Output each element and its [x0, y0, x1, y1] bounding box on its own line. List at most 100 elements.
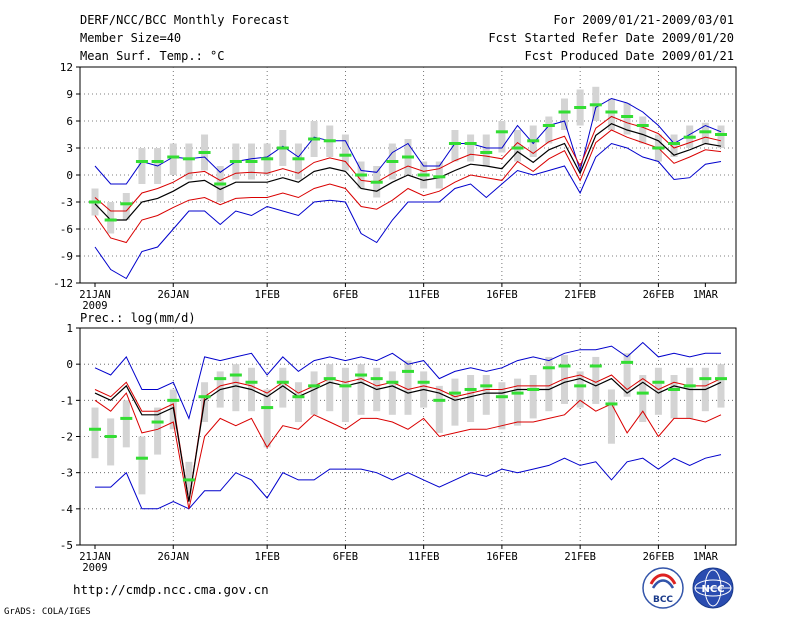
spread-box: [138, 148, 146, 184]
y-tick-label: -6: [60, 223, 73, 236]
median-marker: [715, 377, 727, 381]
spread-box: [185, 143, 193, 180]
median-marker: [386, 160, 399, 163]
median-marker: [292, 395, 305, 399]
median-marker: [605, 110, 618, 114]
median-marker: [167, 398, 180, 402]
ensemble-mean-line: [94, 377, 722, 502]
median-marker: [699, 130, 712, 134]
spread-box: [561, 355, 568, 404]
x-tick-label: 26FEB: [643, 551, 675, 563]
y-tick-label: -2: [60, 431, 73, 444]
median-marker: [214, 377, 227, 381]
y-tick-label: 6: [66, 115, 73, 128]
median-marker: [386, 380, 399, 384]
spread-box: [326, 364, 334, 412]
spread-box: [639, 116, 647, 144]
x-tick-label: 21FEB: [564, 289, 596, 301]
y-tick-label: -5: [60, 539, 73, 552]
median-marker: [417, 380, 430, 384]
y-tick-label: -4: [60, 503, 74, 516]
median-marker: [323, 377, 336, 381]
y-tick-label: 9: [66, 88, 73, 101]
median-marker: [402, 369, 414, 373]
median-marker: [511, 146, 524, 150]
spread-box: [435, 385, 443, 433]
median-marker: [527, 139, 540, 143]
spread-box: [670, 134, 678, 157]
median-marker: [715, 133, 727, 136]
spread-box: [341, 134, 349, 171]
x-tick-label: 26FEB: [643, 289, 675, 301]
grads-credit: GrADS: COLA/IGES: [4, 607, 91, 617]
median-marker: [120, 416, 133, 420]
median-marker: [683, 384, 696, 388]
median-marker: [198, 151, 211, 154]
bcc-logo-text: BCC: [653, 595, 673, 605]
spread-box: [561, 98, 568, 130]
median-marker: [558, 364, 571, 368]
x-tick-sublabel: 2009: [82, 300, 107, 312]
max-envelope-line: [94, 341, 721, 420]
median-marker: [214, 182, 227, 186]
x-tick-label: 11FEB: [408, 551, 440, 563]
median-marker: [151, 420, 164, 424]
x-tick-sublabel: 2009: [82, 562, 107, 574]
median-marker: [167, 155, 180, 159]
ncc-logo-text: NCC: [701, 584, 724, 595]
spread-box: [545, 116, 553, 144]
spread-box: [310, 371, 318, 415]
y-tick-label: 1: [66, 322, 73, 335]
spread-box: [357, 364, 365, 415]
spread-box: [717, 364, 725, 408]
median-marker: [558, 110, 571, 114]
median-marker: [495, 395, 508, 399]
median-marker: [135, 160, 148, 163]
spread-box: [263, 389, 271, 448]
median-marker: [229, 373, 242, 377]
y-tick-label: 0: [66, 358, 73, 371]
median-marker: [323, 139, 336, 143]
forecast-period: For 2009/01/21-2009/03/01: [553, 13, 734, 27]
median-marker: [104, 435, 117, 438]
spread-box: [592, 356, 600, 404]
ncc-logo: NCC: [692, 567, 734, 609]
x-tick-label: 21JAN: [79, 289, 111, 301]
x-tick-label: 1FEB: [255, 551, 280, 563]
precip-title: Prec.: log(mm/d): [80, 311, 196, 325]
source-url[interactable]: http://cmdp.ncc.cma.gov.cn: [73, 582, 269, 597]
spread-box: [670, 375, 678, 419]
spread-box: [529, 375, 537, 419]
x-tick-label: 6FEB: [333, 551, 358, 563]
spread-box: [654, 367, 662, 415]
upper-spread-line: [94, 115, 722, 212]
spread-box: [451, 130, 459, 162]
median-marker: [261, 157, 274, 161]
spread-box: [122, 193, 130, 220]
y-tick-label: -9: [60, 250, 73, 263]
spread-box: [107, 418, 115, 466]
median-marker: [151, 160, 164, 163]
spread-box: [451, 378, 459, 426]
spread-box: [169, 143, 177, 175]
spread-box: [623, 103, 631, 135]
spread-box: [404, 360, 412, 415]
median-marker: [370, 377, 383, 381]
spread-box: [294, 382, 302, 423]
x-tick-label: 6FEB: [333, 289, 358, 301]
spread-box: [154, 407, 162, 455]
min-envelope-line: [94, 142, 722, 280]
median-marker: [433, 175, 446, 179]
x-tick-label: 16FEB: [486, 289, 518, 301]
median-marker: [527, 387, 540, 391]
spread-box: [435, 161, 443, 189]
spread-box: [514, 130, 522, 162]
median-marker: [245, 380, 258, 384]
median-marker: [480, 151, 493, 154]
median-marker: [355, 373, 368, 377]
spread-box: [514, 378, 522, 426]
median-marker: [574, 106, 587, 109]
median-marker: [448, 391, 461, 395]
median-marker: [245, 160, 258, 163]
